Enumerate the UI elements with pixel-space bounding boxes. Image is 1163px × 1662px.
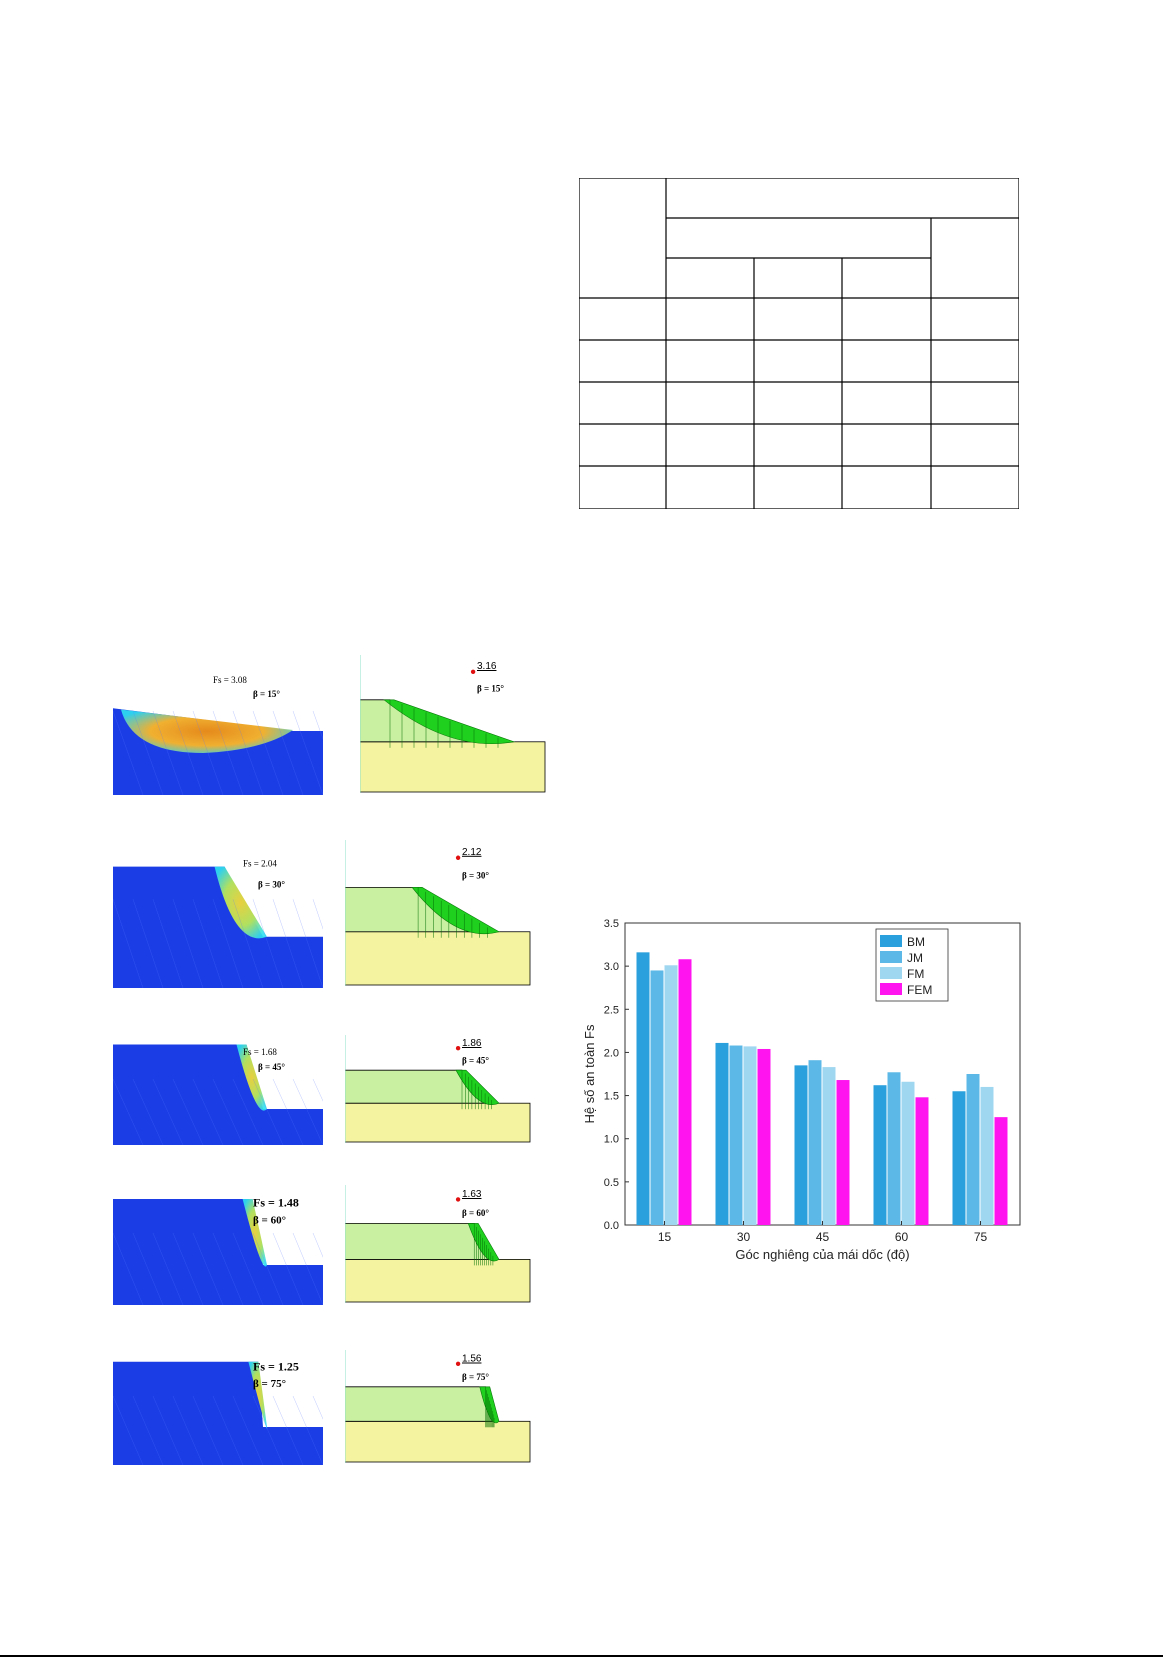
fem-beta-label: β = 30° [258, 879, 285, 889]
lem-beta-label: β = 30° [462, 870, 489, 880]
bar-fm-30 [743, 1046, 757, 1225]
lem-panel-1: 3.16 β = 15° [360, 655, 555, 795]
slip-surface-slices [383, 699, 516, 745]
fem-soil-mesh [113, 1044, 323, 1145]
fem-fs-label: Fs = 2.04 [243, 859, 277, 869]
bar-jm-75 [966, 1074, 980, 1225]
bar-bm-45 [794, 1065, 808, 1225]
slip-center-point [455, 1361, 461, 1366]
y-tick-label: 1.5 [604, 1091, 619, 1103]
lower-soil-layer [345, 931, 531, 986]
y-tick-label: 0.5 [604, 1177, 619, 1189]
lem-beta-label: β = 15° [477, 683, 504, 693]
fem-soil-mesh [113, 866, 323, 988]
fem-fs-label: Fs = 3.08 [213, 675, 247, 685]
lower-soil-layer [345, 1102, 531, 1143]
legend-swatch-bm [880, 935, 902, 947]
empty-table [579, 178, 1019, 509]
legend-swatch-fm [880, 967, 902, 979]
page-bottom-rule [0, 1655, 1163, 1657]
fem-soil-mesh [113, 1361, 323, 1465]
lem-beta-label: β = 60° [462, 1208, 489, 1218]
bar-fm-15 [664, 965, 678, 1225]
y-tick-label: 2.0 [604, 1047, 619, 1059]
y-tick-label: 3.5 [604, 918, 619, 930]
legend-swatch-fem [880, 983, 902, 995]
bar-fem-15 [678, 959, 692, 1225]
plastic-zone [214, 866, 267, 939]
x-tick-label: 75 [974, 1230, 988, 1244]
x-tick-label: 15 [658, 1230, 672, 1244]
lower-soil-layer [360, 741, 546, 793]
fem-beta-label: β = 15° [253, 689, 280, 699]
fem-panel-3: Fs = 1.68 β = 45° [113, 1035, 323, 1145]
bar-fm-75 [980, 1086, 994, 1225]
legend-swatch-jm [880, 951, 902, 963]
slip-center-point [455, 1046, 461, 1051]
legend-label-fem: FEM [907, 983, 932, 997]
legend-label-jm: JM [907, 951, 923, 965]
bar-fm-60 [901, 1081, 915, 1225]
y-axis-label: Hệ số an toàn Fs [582, 1024, 597, 1123]
upper-soil-layer [345, 1386, 496, 1422]
bar-jm-45 [808, 1060, 822, 1225]
fem-panel-1: Fs = 3.08 β = 15° [113, 655, 323, 795]
lower-soil-layer [345, 1420, 531, 1463]
plastic-zone [242, 1199, 267, 1267]
fs-bar-chart: 0.0 0.5 1.0 1.5 2.0 2.5 3.0 3.5 15 30 45 60 75 Góc ng… [582, 918, 1021, 1262]
x-tick-label: 45 [816, 1230, 830, 1244]
slip-surface-slices [467, 1223, 500, 1262]
fem-beta-label: β = 60° [253, 1214, 286, 1226]
bar-jm-60 [887, 1072, 901, 1225]
bar-fem-30 [757, 1048, 771, 1225]
lem-fs-value: 3.16 [477, 661, 497, 672]
bar-fm-45 [822, 1067, 836, 1225]
lem-beta-label: β = 45° [462, 1056, 489, 1066]
fem-fs-label: Fs = 1.68 [243, 1047, 277, 1057]
y-tick-label: 2.5 [604, 1004, 619, 1016]
bar-bm-15 [636, 952, 650, 1225]
fem-beta-label: β = 75° [253, 1378, 286, 1390]
x-tick-label: 30 [737, 1230, 751, 1244]
bar-fem-60 [915, 1097, 929, 1225]
legend-label-bm: BM [907, 935, 925, 949]
plastic-zone [248, 1361, 268, 1429]
lower-soil-layer [345, 1259, 531, 1303]
fem-panel-2: Fs = 2.04 β = 30° [113, 840, 323, 988]
bar-fem-75 [994, 1117, 1008, 1225]
y-tick-label: 3.0 [604, 961, 619, 973]
lem-panel-4: 1.63 β = 60° [345, 1185, 540, 1305]
legend-label-fm: FM [907, 967, 924, 981]
lem-fs-value: 1.56 [462, 1354, 482, 1365]
fem-panel-5: Fs = 1.25 β = 75° [113, 1350, 323, 1465]
x-tick-label: 60 [895, 1230, 909, 1244]
bar-bm-75 [952, 1091, 966, 1225]
x-axis-label: Góc nghiêng của mái dốc (độ) [735, 1247, 909, 1262]
lem-fs-value: 1.86 [462, 1038, 482, 1049]
y-tick-label: 1.0 [604, 1134, 619, 1146]
bar-bm-60 [873, 1085, 887, 1225]
lem-panel-2: 2.12 β = 30° [345, 840, 540, 988]
bar-jm-15 [650, 970, 664, 1225]
lem-panel-5: 1.56 β = 75° [345, 1350, 540, 1465]
lem-fs-value: 1.63 [462, 1189, 482, 1200]
slip-center-point [455, 855, 461, 860]
fem-panel-4: Fs = 1.48 β = 60° [113, 1185, 323, 1305]
fem-fs-label: Fs = 1.25 [253, 1360, 299, 1374]
slip-surface-slices [411, 887, 500, 935]
bar-jm-30 [729, 1045, 743, 1225]
lem-panel-3: 1.86 β = 45° [345, 1035, 540, 1145]
bar-fem-45 [836, 1080, 850, 1225]
fem-fs-label: Fs = 1.48 [253, 1196, 299, 1210]
plastic-zone [236, 1044, 267, 1111]
slip-center-point [455, 1197, 461, 1202]
slip-center-point [470, 669, 476, 674]
y-tick-label: 0.0 [604, 1220, 619, 1232]
bar-bm-30 [715, 1042, 729, 1225]
lem-fs-value: 2.12 [462, 847, 482, 858]
lem-beta-label: β = 75° [462, 1372, 489, 1382]
fem-soil-mesh [113, 1199, 323, 1305]
fem-beta-label: β = 45° [258, 1062, 285, 1072]
